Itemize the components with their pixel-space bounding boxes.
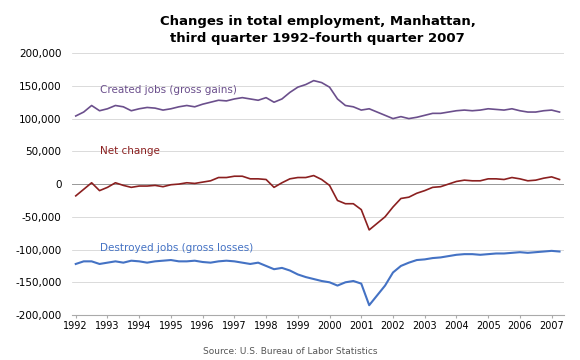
Text: Source: U.S. Bureau of Labor Statistics: Source: U.S. Bureau of Labor Statistics	[203, 347, 377, 356]
Text: Net change: Net change	[100, 146, 160, 156]
Text: Created jobs (gross gains): Created jobs (gross gains)	[100, 85, 237, 95]
Title: Changes in total employment, Manhattan,
third quarter 1992–fourth quarter 2007: Changes in total employment, Manhattan, …	[160, 15, 476, 45]
Text: Destroyed jobs (gross losses): Destroyed jobs (gross losses)	[100, 243, 253, 253]
